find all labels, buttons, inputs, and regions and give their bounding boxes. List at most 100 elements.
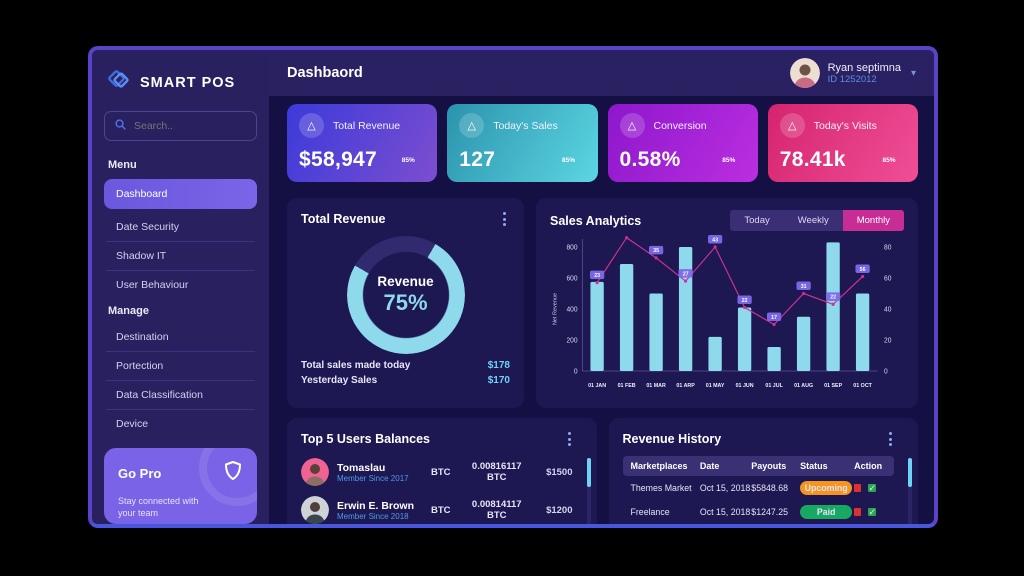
go-pro-text: Stay connected with your team — [118, 496, 199, 519]
bottom-row: Top 5 Users Balances Tomaslau Member Sin… — [287, 418, 918, 524]
sidebar-item-date-security[interactable]: Date Security — [106, 213, 255, 242]
delete-icon[interactable] — [854, 508, 862, 516]
kebab-menu-icon[interactable] — [499, 210, 510, 228]
user-btc-amount: 0.00814117 BTC — [471, 499, 522, 521]
user-currency: BTC — [431, 504, 451, 516]
brand-logo-icon — [106, 68, 132, 97]
shield-icon — [223, 460, 243, 487]
user-member-since: Member Since 2017 — [337, 473, 409, 483]
user-id: ID 1252012 — [827, 73, 877, 85]
svg-text:01 JAN: 01 JAN — [588, 383, 606, 389]
svg-text:01 FEB: 01 FEB — [618, 383, 636, 389]
sidebar-item-destination[interactable]: Destination — [106, 323, 255, 352]
kebab-menu-icon[interactable] — [564, 430, 575, 448]
main-area: Dashbaord Ryan septimna ID 1252012 ▾ △ T… — [269, 50, 934, 524]
svg-text:20: 20 — [884, 337, 892, 344]
svg-text:600: 600 — [566, 275, 577, 282]
approve-icon[interactable]: ✓ — [868, 482, 877, 493]
svg-text:60: 60 — [884, 275, 892, 282]
svg-text:17: 17 — [771, 315, 777, 321]
menu-section-label: Menu — [108, 159, 137, 171]
delta-icon: △ — [299, 113, 324, 138]
delete-icon[interactable] — [854, 484, 862, 492]
stat-line-today: Total sales made today $178 — [301, 360, 510, 371]
card-title: Revenue History — [622, 432, 722, 446]
svg-text:01 MAR: 01 MAR — [646, 383, 666, 389]
sidebar-item-user-behaviour[interactable]: User Behaviour — [116, 279, 189, 291]
stat-card-conversion[interactable]: △ Conversion 0.58% 85% — [607, 104, 758, 182]
kebab-menu-icon[interactable] — [885, 430, 896, 448]
stat-value: 78.41k — [779, 148, 846, 171]
user-avatar — [301, 496, 329, 524]
chevron-down-icon: ▾ — [910, 67, 916, 79]
svg-text:01 SEP: 01 SEP — [824, 383, 842, 389]
progress-ring: 85% — [722, 156, 736, 164]
sidebar-item-data-classification[interactable]: Data Classification — [106, 381, 255, 410]
user-name: Ryan septimna — [827, 61, 901, 74]
approve-icon[interactable]: ✓ — [868, 506, 877, 517]
svg-text:56: 56 — [860, 267, 866, 273]
sidebar-item-dashboard[interactable]: Dashboard — [104, 179, 257, 209]
payout-cell: $1247.25 — [751, 507, 788, 517]
user-profile-menu[interactable]: Ryan septimna ID 1252012 ▾ — [789, 58, 916, 88]
status-badge[interactable]: Upcoming — [800, 481, 853, 495]
svg-text:400: 400 — [566, 306, 577, 313]
stat-line-yesterday: Yesterday Sales $170 — [301, 375, 510, 386]
date-cell: Oct 15, 2018 — [699, 507, 751, 517]
user-row[interactable]: Tomaslau Member Since 2017 BTC 0.0081611… — [301, 458, 583, 486]
svg-text:800: 800 — [566, 244, 577, 251]
table-row[interactable]: Freelance Oct 15, 2018 $1247.25 Paid ✓ — [623, 500, 895, 524]
card-title: Top 5 Users Balances — [301, 432, 430, 446]
svg-text:01 AUG: 01 AUG — [794, 383, 813, 389]
tab-today[interactable]: Today — [744, 215, 770, 226]
svg-text:01 JUN: 01 JUN — [736, 383, 754, 389]
stat-label: Conversion — [653, 119, 707, 132]
go-pro-card: Go Pro Stay connected with your team Upg… — [104, 448, 257, 524]
user-name: Tomaslau — [337, 461, 386, 474]
revenue-donut-chart: Revenue 75% — [346, 236, 465, 354]
svg-text:31: 31 — [801, 284, 807, 290]
svg-text:22: 22 — [742, 298, 748, 304]
stat-label: Total Revenue — [333, 119, 401, 132]
stat-cards-row: △ Total Revenue $58,947 85% △ Today — [287, 104, 918, 182]
svg-text:01 ARP: 01 ARP — [676, 383, 695, 389]
brand: SMART POS — [104, 62, 257, 111]
sidebar-item-portection[interactable]: Portection — [106, 352, 255, 381]
table-row[interactable]: Themes Market Oct 15, 2018 $5848.68 Upco… — [623, 476, 895, 500]
progress-ring: 85% — [561, 156, 575, 164]
svg-text:40: 40 — [884, 306, 892, 313]
svg-text:200: 200 — [566, 337, 577, 344]
stat-label: Today's Sales — [493, 119, 558, 132]
scrollbar — [586, 458, 591, 524]
scrollbar — [908, 458, 912, 524]
middle-row: Total Revenue Revenue 75% Total sales ma… — [287, 198, 918, 408]
stat-card-todays-visits[interactable]: △ Today's Visits 78.41k 85% — [767, 104, 918, 182]
tab-weekly[interactable]: Weekly — [797, 215, 829, 226]
delta-icon: △ — [459, 113, 485, 138]
app-window: SMART POS Menu Dashboard Date Security S… — [88, 46, 938, 528]
search-input[interactable] — [134, 120, 234, 132]
user-row[interactable]: Erwin E. Brown Member Since 2018 BTC 0.0… — [301, 496, 583, 524]
user-name: Erwin E. Brown — [337, 499, 415, 512]
tab-monthly[interactable]: Monthly — [842, 210, 904, 231]
sidebar-item-shadow-it[interactable]: Shadow IT — [106, 242, 255, 271]
sidebar: SMART POS Menu Dashboard Date Security S… — [92, 50, 269, 524]
progress-ring: 85% — [882, 156, 896, 164]
delta-icon: △ — [779, 113, 805, 138]
stat-card-todays-sales[interactable]: △ Today's Sales 127 85% — [447, 104, 598, 182]
stat-value: $58,947 — [299, 148, 378, 171]
search-box[interactable] — [104, 111, 257, 141]
scrollbar-thumb[interactable] — [586, 458, 591, 488]
svg-text:23: 23 — [594, 273, 600, 279]
top-users-card: Top 5 Users Balances Tomaslau Member Sin… — [287, 418, 597, 524]
user-avatar — [301, 458, 329, 486]
delta-icon: △ — [619, 113, 645, 138]
stat-card-total-revenue[interactable]: △ Total Revenue $58,947 85% — [287, 104, 438, 182]
sidebar-item-device[interactable]: Device — [116, 418, 149, 430]
scrollbar-thumb[interactable] — [908, 458, 912, 488]
status-badge[interactable]: Paid — [800, 505, 853, 519]
progress-ring: 85% — [401, 156, 415, 164]
sales-analytics-card: Sales Analytics Today Weekly Monthly 0 20… — [536, 198, 918, 408]
svg-text:35: 35 — [653, 248, 659, 254]
svg-text:01 MAY: 01 MAY — [706, 383, 725, 389]
